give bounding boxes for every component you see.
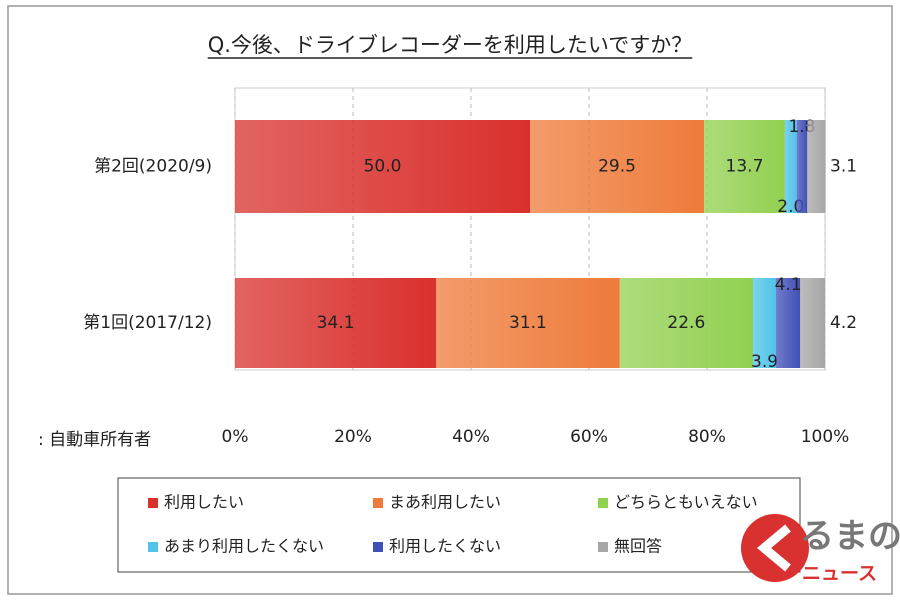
- legend-swatch: [148, 542, 158, 552]
- bar-segment: [776, 278, 801, 368]
- bar-segment: [796, 120, 808, 213]
- value-label: 50.0: [364, 157, 402, 177]
- y-tick-label: 第1回(2017/12): [83, 313, 212, 333]
- logo-chevron: [756, 524, 791, 572]
- legend: [117, 477, 801, 573]
- value-label: 29.5: [598, 157, 636, 177]
- bar-segment: [619, 278, 754, 368]
- plot-area: [234, 87, 826, 371]
- value-label: 13.7: [726, 157, 764, 177]
- legend-label: 利用したい: [164, 493, 244, 512]
- bar-segment: [235, 278, 437, 368]
- legend-label: どちらともいえない: [614, 493, 758, 512]
- value-label: 3.1: [830, 157, 857, 177]
- x-tick-label: 80%: [688, 427, 726, 447]
- x-tick-label: 100%: [801, 427, 850, 447]
- bar-segment: [807, 120, 826, 213]
- bar-segment: [530, 120, 705, 213]
- watermark-text: るまの: [800, 517, 900, 557]
- bar-segment: [800, 278, 825, 368]
- legend-label: まあ利用したい: [389, 493, 501, 512]
- value-label: 4.1: [775, 275, 802, 295]
- legend-swatch: [373, 498, 383, 508]
- legend-swatch: [598, 542, 608, 552]
- bar-segment: [436, 278, 620, 368]
- x-tick-label: 60%: [570, 427, 608, 447]
- watermark-text: ニュース: [802, 563, 877, 585]
- value-label: 31.1: [509, 313, 547, 333]
- legend-label: 無回答: [614, 537, 662, 556]
- legend-label: 利用したくない: [389, 537, 501, 556]
- value-label: 22.6: [667, 313, 705, 333]
- note: : 自動車所有者: [38, 430, 151, 450]
- legend-swatch: [148, 498, 158, 508]
- legend-swatch: [373, 542, 383, 552]
- x-tick-label: 40%: [452, 427, 490, 447]
- value-label: 4.2: [830, 313, 857, 333]
- chart-title: Q.今後、ドライブレコーダーを利用したいですか？: [208, 33, 693, 57]
- bar-segment: [753, 278, 777, 368]
- x-tick-label: 20%: [334, 427, 372, 447]
- y-tick-label: 第2回(2020/9): [94, 157, 212, 177]
- watermark: るまの ニュース: [741, 514, 900, 585]
- logo-circle: [741, 514, 809, 582]
- bar-segment: [784, 120, 797, 213]
- value-label: 34.1: [317, 313, 355, 333]
- bar-segment: [235, 120, 530, 213]
- value-label: 3.9: [751, 352, 778, 372]
- bar-segment: [704, 120, 785, 213]
- x-tick-label: 0%: [222, 427, 249, 447]
- legend-label: あまり利用したくない: [164, 537, 324, 556]
- legend-swatch: [598, 498, 608, 508]
